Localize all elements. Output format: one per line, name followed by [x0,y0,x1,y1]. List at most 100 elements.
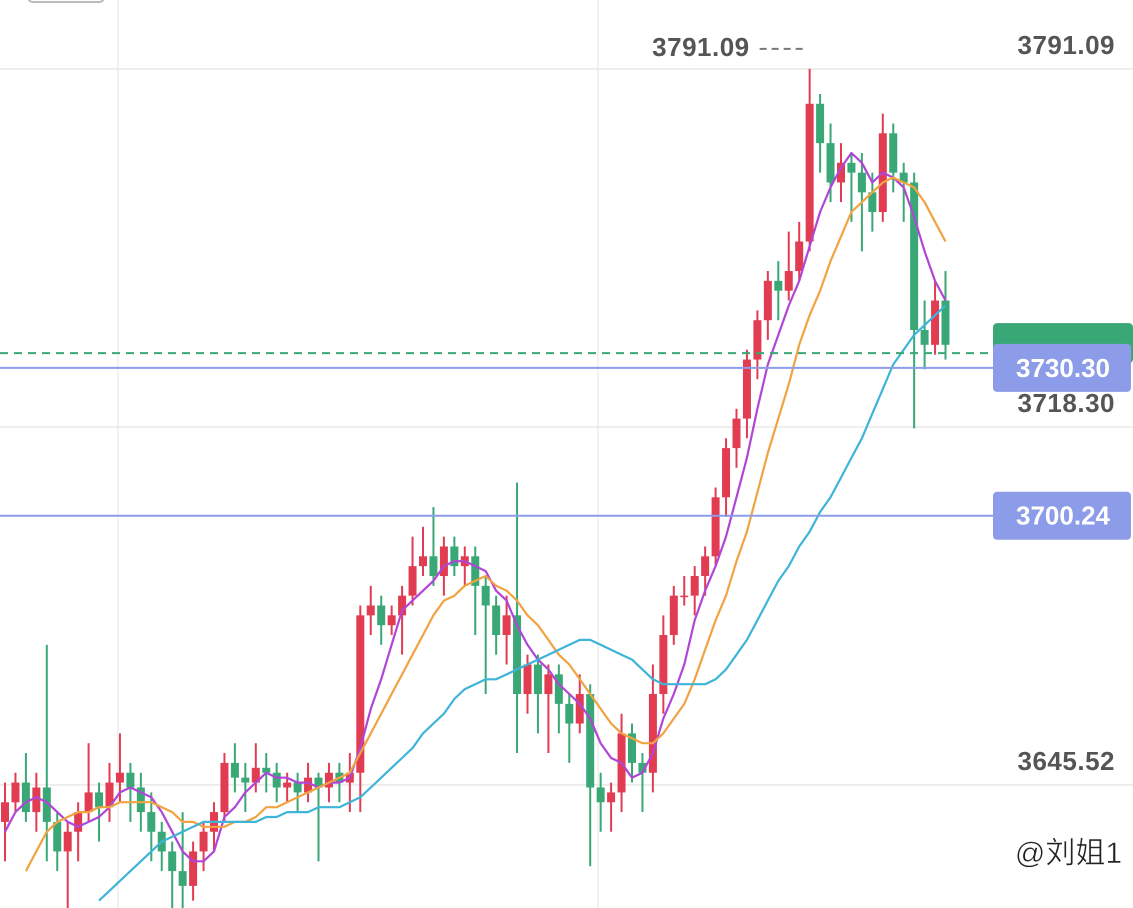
high-label: 3791.09 [652,32,749,62]
candle-body [554,674,563,704]
candle-body [711,497,720,557]
candle-body [857,172,866,193]
candle-body [847,162,856,173]
candle-body [168,851,177,872]
candle-body [669,595,678,636]
grid [0,68,1133,786]
y-tick-label: 3645.52 [1018,746,1115,776]
candle-body [774,280,783,291]
candle-body [11,782,20,803]
candle-body [126,772,135,788]
candle-body [763,280,772,321]
candle-body [826,143,835,183]
candle-body [189,851,198,886]
candle-body [941,300,950,345]
candle-body [136,787,145,813]
candle-body [398,595,407,616]
candle-body [910,182,919,331]
candle-body [565,703,574,724]
candle-body [471,556,480,586]
candle-body [513,615,522,695]
candle-body [722,448,731,498]
axis: 3791.09 3718.30 3645.52 3791.09 3730.30 3700.… [0,30,1133,776]
candle-body [262,767,271,773]
price-tag [993,343,1131,392]
candle-body [74,812,83,832]
candle-body [816,103,825,144]
candle-body [795,241,804,272]
candle-body [199,831,208,852]
candle-body [533,664,542,695]
candle-body [596,787,605,803]
top-button [27,0,105,3]
ma-line [98,304,947,902]
candle-body [147,812,156,832]
candle-body [356,615,365,773]
candle-body [920,330,929,345]
candle-body [324,772,333,788]
candle-body [492,605,501,636]
candle-body [377,605,386,626]
candle-body [753,320,762,360]
candle-body [241,777,250,783]
candle-body [293,782,302,793]
watermark: @刘姐1 [1015,837,1122,870]
candle-body [575,694,584,724]
candle-body [32,787,41,813]
candle-body [889,133,898,173]
candle-body [230,762,239,778]
candle-body [1,802,9,822]
candle-body [283,782,292,788]
candle-body [387,615,396,626]
candle-body [784,271,793,291]
candle-body [868,192,877,212]
ma-line [4,151,947,863]
candle-body [481,585,490,606]
candle-body [272,772,281,788]
y-tick-label: 3718.30 [1018,388,1115,418]
candle-body [607,792,616,803]
candle-body [53,821,62,852]
candle-body [544,674,553,695]
price-tag-label: 3730.30 [1016,353,1110,383]
candle-body [837,162,845,183]
candle-body [314,777,323,788]
candle-body [42,787,51,822]
candle-body [63,831,72,852]
candle-body [659,635,668,695]
candle-body [680,595,689,598]
candle-body [419,556,427,567]
candle-body [701,556,710,576]
candle-body [408,566,417,596]
y-tick-label: 3791.09 [1018,30,1115,60]
candle-body [84,792,93,813]
candle-body [220,762,229,813]
candle-body [899,172,908,183]
price-tag-label: 3700.24 [1016,501,1111,531]
candle-body [931,300,940,345]
candle-body [304,777,313,793]
candle-body [742,359,751,419]
price-tag [993,491,1131,540]
candle-body [429,556,438,576]
candle-body [115,772,124,783]
candle-body [450,546,459,567]
candle-body [628,733,636,763]
candle-body [21,782,30,813]
candle-body [439,546,448,576]
candle-body [523,664,532,695]
candle-body [95,792,104,808]
candle-body [732,418,741,449]
candle-body [366,605,375,616]
candle-body [586,694,595,788]
candle-body [638,762,647,773]
candle-body [805,103,814,242]
candle-body [251,767,260,783]
candle-body [690,575,699,596]
candle-body [648,694,657,773]
ma-line [24,176,947,872]
plot [1,68,950,908]
candle-body [105,782,114,808]
